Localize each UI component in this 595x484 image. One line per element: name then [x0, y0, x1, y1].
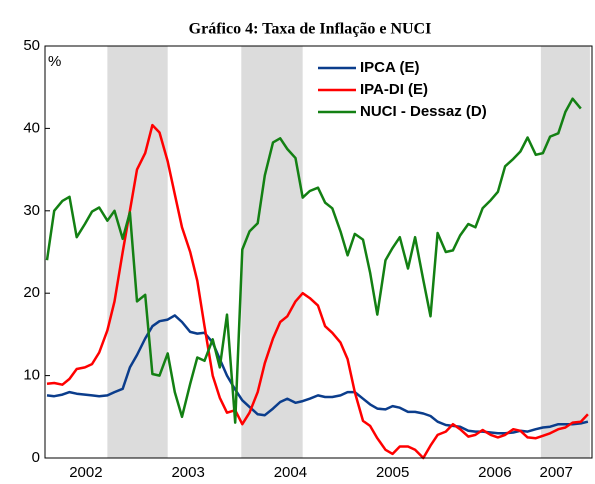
- y-tick-label: 40: [23, 119, 40, 136]
- y-tick-label: 50: [23, 37, 40, 54]
- x-tick-label: 2004: [274, 464, 307, 481]
- series-line: [46, 314, 589, 435]
- shaded-period: [107, 46, 168, 458]
- legend-label: IPCA (E): [360, 59, 419, 76]
- y-tick-label: 20: [23, 284, 40, 301]
- x-tick-label: 2002: [69, 464, 102, 481]
- x-tick-label: 2006: [478, 464, 511, 481]
- x-tick-label: 2003: [171, 464, 204, 481]
- y-tick-label: 0: [32, 449, 40, 466]
- legend-label: NUCI - Dessaz (D): [360, 103, 487, 120]
- shaded-period: [241, 46, 303, 458]
- y-unit: %: [48, 53, 61, 70]
- y-tick-label: 30: [23, 202, 40, 219]
- shaded-period: [540, 46, 590, 458]
- series-line: [45, 97, 582, 424]
- legend-label: IPA-DI (E): [360, 81, 428, 98]
- plot-frame: [44, 45, 593, 459]
- y-tick-label: 10: [23, 367, 40, 384]
- x-tick-label: 2005: [376, 464, 409, 481]
- chart-title: Gráfico 4: Taxa de Inflação e NUCI: [189, 21, 432, 38]
- series-line: [46, 123, 589, 460]
- x-tick-label: 2007: [540, 464, 573, 481]
